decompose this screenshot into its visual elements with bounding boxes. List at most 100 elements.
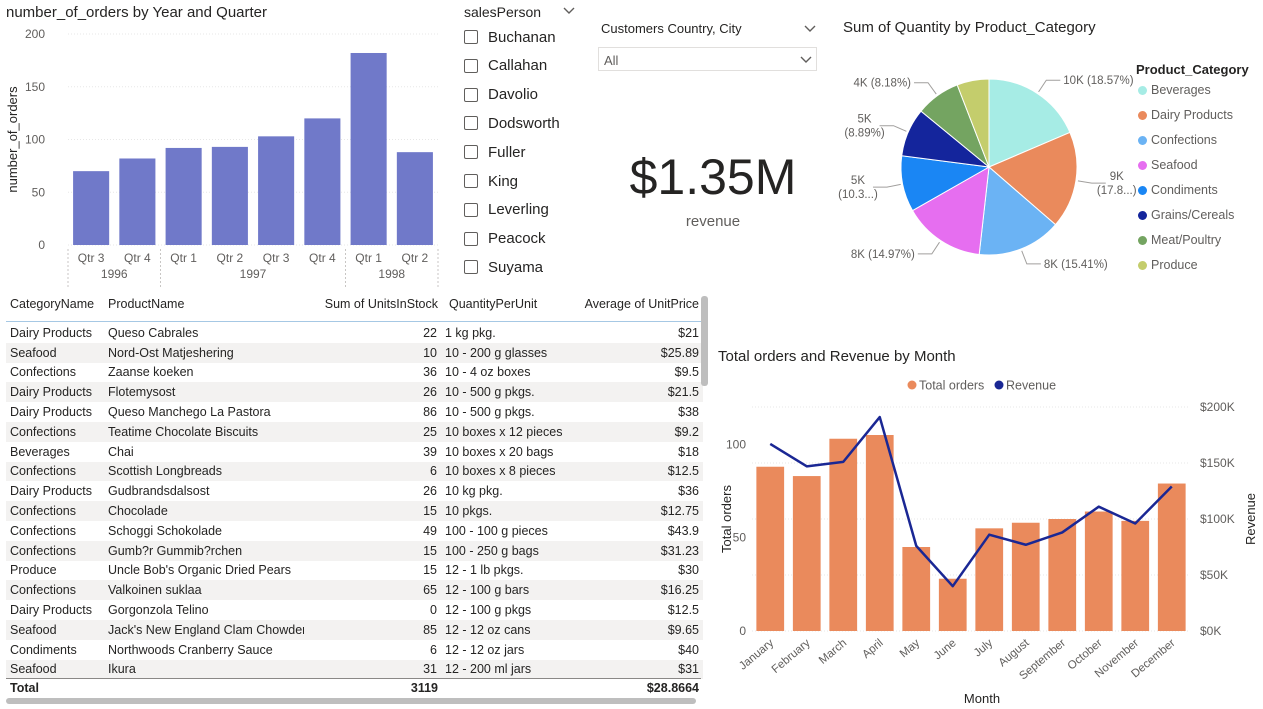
table-row[interactable]: Condiments Northwoods Cranberry Sauce 6 12 … (6, 640, 703, 660)
checkbox[interactable] (464, 260, 478, 275)
table-cell: Dairy Products (10, 325, 92, 340)
checkbox[interactable] (464, 202, 478, 217)
y-left-tick-label: 50 (733, 531, 747, 545)
table-cell: $21 (678, 325, 699, 340)
checkbox[interactable] (464, 116, 478, 131)
slicer-item[interactable]: Davolio (464, 83, 538, 107)
table-row[interactable]: Dairy Products Gorgonzola Telino 0 12 - 100… (6, 600, 703, 620)
table-row[interactable]: Confections Gumb?r Gummib?rchen 15 100 - 25… (6, 540, 703, 561)
legend-item[interactable]: Grains/Cereals (1138, 205, 1234, 225)
slicer-item[interactable]: King (464, 169, 518, 193)
y-right-tick-label: $0K (1200, 624, 1221, 638)
table-cell: Dairy Products (10, 603, 92, 618)
checkbox[interactable] (464, 87, 478, 102)
legend-item[interactable]: Meat/Poultry (1138, 230, 1221, 250)
table-cell: 12 - 12 oz jars (445, 642, 525, 657)
legend-item[interactable]: Condiments (1138, 180, 1218, 200)
slicer-item[interactable]: Buchanan (464, 25, 556, 49)
table-cell: Gudbrandsdalsost (108, 484, 210, 499)
slicer-item[interactable]: Fuller (464, 140, 526, 164)
table-row[interactable]: Seafood Ikura 31 12 - 200 ml jars $31 (6, 659, 703, 680)
table-row[interactable]: Confections Scottish Longbreads 6 10 boxes … (6, 461, 703, 482)
data-label-line: 9K (1110, 171, 1124, 183)
bar (975, 528, 1004, 631)
table-cell: 10 boxes x 12 pieces (441, 421, 565, 442)
table-cell: Dairy Products (10, 405, 92, 420)
data-label: 8K (14.97%) (851, 249, 915, 261)
country-dropdown[interactable]: All (598, 47, 817, 71)
col-header-product[interactable]: ProductName (108, 297, 185, 311)
col-header-units[interactable]: Sum of UnitsInStock (324, 297, 438, 311)
category-pie-chart: 10K (18.57%) 9K (17.8...) 8K (15.41%) 8K (14… (838, 75, 1137, 271)
col-header-qty[interactable]: QuantityPerUnit (449, 297, 538, 311)
x-tick-label: March (817, 637, 849, 667)
bar (1048, 519, 1077, 631)
legend-item[interactable]: Beverages (1138, 80, 1211, 100)
revenue-card-label: revenue (685, 213, 741, 230)
y-right-tick-label: $50K (1200, 568, 1228, 582)
col-header-price[interactable]: Average of UnitPrice (584, 297, 699, 311)
checkbox[interactable] (464, 174, 478, 188)
table-cell: Confections (6, 580, 104, 601)
legend-label: Total orders (919, 379, 984, 393)
table-row[interactable]: Dairy Products Flotemysost 26 10 - 500 g pk… (6, 382, 703, 403)
col-header-category[interactable]: CategoryName (10, 297, 95, 311)
data-label-line: 5K (851, 175, 865, 187)
legend-item[interactable]: Produce (1138, 255, 1198, 275)
y-left-tick-label: 0 (739, 624, 746, 638)
leader-line (1038, 79, 1061, 93)
y-axis-label: number_of_orders (5, 86, 20, 193)
table-row[interactable]: Confections Schoggi Schokolade 49 100 - 100… (6, 521, 703, 541)
dropdown-value: All (604, 53, 619, 68)
checkbox[interactable] (464, 58, 478, 73)
table-row[interactable]: Dairy Products Queso Manchego La Pastora 8… (6, 402, 703, 422)
year-label: 1997 (240, 267, 267, 281)
checkbox[interactable] (464, 30, 478, 44)
chevron-down-icon[interactable] (804, 25, 816, 33)
slicer-item[interactable]: Callahan (464, 54, 547, 78)
legend-dot-icon (1138, 110, 1147, 120)
legend-dot-icon (994, 380, 1004, 390)
table-row[interactable]: Seafood Jack's New England Clam Chowder 85… (6, 619, 703, 640)
bar (304, 118, 341, 245)
table-cell: 0 (430, 603, 437, 618)
slicer-item[interactable]: Peacock (464, 227, 546, 251)
legend-item[interactable]: Seafood (1138, 155, 1198, 175)
table-row[interactable]: Confections Teatime Chocolate Biscuits 25 1… (6, 421, 703, 442)
checkbox[interactable] (464, 145, 478, 160)
table-cell: 12 - 100 g pkgs (445, 603, 532, 618)
table-row[interactable]: Dairy Products Queso Cabrales 22 1 kg pkg. $… (6, 323, 703, 343)
bar (350, 52, 387, 245)
chevron-down-icon[interactable] (563, 7, 575, 15)
vertical-scrollbar[interactable] (701, 296, 708, 386)
table-row[interactable]: Produce Uncle Bob's Organic Dried Pears 15… (6, 561, 703, 581)
table-row[interactable]: Dairy Products Gudbrandsdalsost 26 10 kg pk… (6, 481, 703, 501)
table-row[interactable]: Confections Valkoinen suklaa 65 12 - 100 g … (6, 580, 703, 601)
legend-item[interactable]: Dairy Products (1138, 105, 1233, 125)
country-slicer-title: Customers Country, City (601, 21, 742, 36)
table-cell: Condiments (10, 642, 77, 657)
table-cell: Chai (108, 444, 134, 459)
table-row[interactable]: Confections Zaanse koeken 36 10 - 4 oz boxe… (6, 363, 703, 383)
legend-label: Seafood (1151, 158, 1198, 172)
slicer-item[interactable]: Suyama (464, 255, 543, 279)
y-left-tick-label: 100 (726, 437, 746, 451)
x-tick-label: Qtr 2 (402, 251, 429, 265)
table-cell: Confections (6, 421, 104, 442)
checkbox[interactable] (464, 231, 478, 246)
table-cell: $40 (678, 642, 699, 657)
table-cell: Nord-Ost Matjeshering (104, 342, 304, 363)
legend-item[interactable]: Confections (1138, 130, 1217, 150)
table-cell: 100 - 100 g pieces (445, 523, 548, 538)
legend-label: Beverages (1151, 83, 1211, 97)
table-row[interactable]: Seafood Nord-Ost Matjeshering 10 10 - 200 g… (6, 342, 703, 363)
table-row[interactable]: Confections Chocolade 15 10 pkgs. $12.75 (6, 501, 703, 521)
slicer-item[interactable]: Dodsworth (464, 111, 560, 135)
data-label: 10K (18.57%) (1063, 75, 1133, 87)
y-tick-label: 50 (32, 185, 46, 199)
table-row[interactable]: Beverages Chai 39 10 boxes x 20 bags $18 (6, 442, 703, 462)
slicer-item-label: Fuller (488, 143, 526, 161)
slicer-item[interactable]: Leverling (464, 198, 549, 222)
y-tick-label: 150 (25, 80, 45, 94)
horizontal-scrollbar[interactable] (6, 698, 696, 704)
